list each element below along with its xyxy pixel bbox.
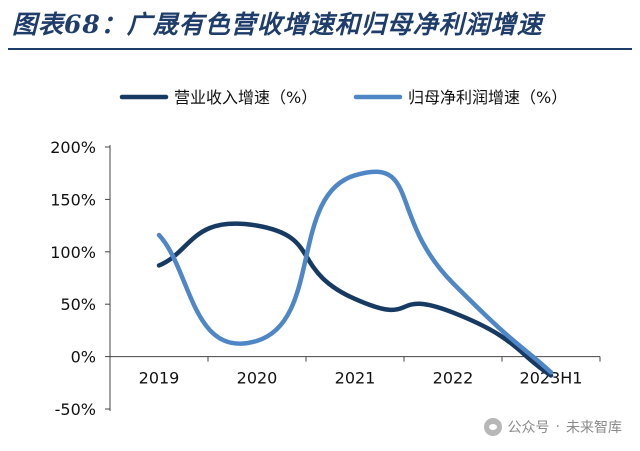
page-title: 图表68：广晟有色营收增速和归母净利润增速 xyxy=(12,10,543,39)
y-tick-label: 0% xyxy=(71,348,96,367)
y-tick-label: 200% xyxy=(50,138,96,157)
line-chart: 营业收入增速（%） 归母净利润增速（%） 200% 150% 100% 50% 0% -50… xyxy=(50,88,601,419)
y-tick-label: 50% xyxy=(60,295,96,314)
watermark-brand: 未来智库 xyxy=(566,420,622,436)
series-lines xyxy=(156,169,554,378)
y-tick-label: 100% xyxy=(50,243,96,262)
legend-label-1: 营业收入增速（%） xyxy=(174,88,317,107)
x-tick-label: 2019 xyxy=(139,369,180,388)
watermark-separator: · xyxy=(555,419,560,435)
series-line-1 xyxy=(156,221,554,378)
watermark: 公众号 · 未来智库 xyxy=(483,417,622,437)
x-tick-label: 2020 xyxy=(237,369,278,388)
title-divider xyxy=(8,48,632,50)
y-tick-label: -50% xyxy=(55,400,96,419)
legend: 营业收入增速（%） 归母净利润增速（%） xyxy=(119,88,567,107)
x-tick-label: 2021 xyxy=(335,369,376,388)
watermark-source: 公众号 xyxy=(507,420,550,436)
legend-label-2: 归母净利润增速（%） xyxy=(408,88,567,107)
series-line-2 xyxy=(156,169,554,375)
x-tick-label: 2023H1 xyxy=(520,369,583,388)
x-axis: 2019 2020 2021 2022 2023H1 xyxy=(109,356,601,388)
x-tick-label: 2022 xyxy=(433,369,474,388)
y-tick-label: 150% xyxy=(50,190,96,209)
title-bar: 图表68：广晟有色营收增速和归母净利润增速 xyxy=(0,0,640,46)
y-axis: 200% 150% 100% 50% 0% -50% xyxy=(50,138,111,419)
wechat-icon xyxy=(483,418,502,436)
